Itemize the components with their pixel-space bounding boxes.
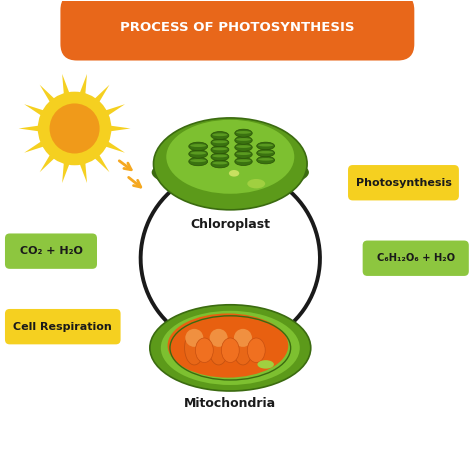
Circle shape bbox=[38, 91, 111, 165]
Ellipse shape bbox=[236, 145, 251, 148]
Ellipse shape bbox=[189, 150, 208, 158]
Ellipse shape bbox=[189, 157, 208, 166]
Polygon shape bbox=[24, 104, 48, 118]
Ellipse shape bbox=[211, 153, 229, 161]
Text: Cell Respiration: Cell Respiration bbox=[13, 322, 112, 332]
Ellipse shape bbox=[184, 331, 204, 365]
Ellipse shape bbox=[161, 311, 300, 385]
Ellipse shape bbox=[185, 329, 203, 347]
Text: CO₂ + H₂O: CO₂ + H₂O bbox=[19, 246, 82, 256]
Polygon shape bbox=[78, 158, 87, 183]
FancyBboxPatch shape bbox=[363, 240, 469, 276]
Polygon shape bbox=[24, 139, 48, 153]
Polygon shape bbox=[18, 125, 44, 132]
Text: PROCESS OF PHOTOSYNTHESIS: PROCESS OF PHOTOSYNTHESIS bbox=[120, 20, 355, 34]
Ellipse shape bbox=[195, 338, 213, 363]
Ellipse shape bbox=[258, 158, 273, 161]
Text: Photosynthesis: Photosynthesis bbox=[356, 178, 451, 188]
Ellipse shape bbox=[211, 132, 229, 139]
Ellipse shape bbox=[257, 360, 274, 369]
Ellipse shape bbox=[212, 147, 228, 150]
Ellipse shape bbox=[168, 313, 288, 378]
Ellipse shape bbox=[221, 338, 239, 363]
FancyBboxPatch shape bbox=[5, 234, 97, 269]
Ellipse shape bbox=[212, 155, 228, 157]
Ellipse shape bbox=[236, 152, 251, 155]
Ellipse shape bbox=[257, 156, 274, 164]
Ellipse shape bbox=[258, 151, 273, 154]
Ellipse shape bbox=[210, 329, 228, 347]
Ellipse shape bbox=[211, 160, 229, 168]
Ellipse shape bbox=[235, 143, 252, 151]
Ellipse shape bbox=[236, 138, 251, 141]
Polygon shape bbox=[101, 104, 125, 118]
Polygon shape bbox=[62, 158, 71, 183]
Ellipse shape bbox=[154, 118, 307, 210]
FancyBboxPatch shape bbox=[60, 0, 414, 61]
Polygon shape bbox=[101, 139, 125, 153]
Text: Chloroplast: Chloroplast bbox=[190, 218, 270, 231]
Ellipse shape bbox=[258, 144, 273, 146]
Ellipse shape bbox=[236, 159, 251, 162]
Ellipse shape bbox=[235, 136, 252, 144]
Ellipse shape bbox=[236, 131, 251, 134]
Polygon shape bbox=[78, 74, 87, 99]
Polygon shape bbox=[40, 151, 58, 172]
Ellipse shape bbox=[234, 329, 252, 347]
Ellipse shape bbox=[247, 179, 265, 188]
Polygon shape bbox=[40, 85, 58, 106]
Circle shape bbox=[50, 103, 100, 154]
Ellipse shape bbox=[235, 129, 252, 137]
FancyBboxPatch shape bbox=[5, 309, 120, 344]
Ellipse shape bbox=[212, 140, 228, 143]
FancyBboxPatch shape bbox=[348, 165, 459, 201]
Ellipse shape bbox=[233, 331, 253, 365]
Ellipse shape bbox=[212, 133, 228, 136]
Polygon shape bbox=[91, 85, 109, 106]
Ellipse shape bbox=[190, 152, 206, 155]
Ellipse shape bbox=[257, 149, 274, 157]
Text: Mitochondria: Mitochondria bbox=[184, 397, 276, 410]
Polygon shape bbox=[91, 151, 109, 172]
Ellipse shape bbox=[211, 138, 229, 146]
Ellipse shape bbox=[189, 142, 208, 151]
Text: C₆H₁₂O₆ + H₂O: C₆H₁₂O₆ + H₂O bbox=[377, 253, 455, 263]
Ellipse shape bbox=[209, 331, 228, 365]
Ellipse shape bbox=[229, 170, 239, 177]
Ellipse shape bbox=[247, 338, 265, 363]
Ellipse shape bbox=[166, 120, 294, 194]
Ellipse shape bbox=[257, 142, 274, 150]
Polygon shape bbox=[106, 125, 130, 132]
Ellipse shape bbox=[235, 150, 252, 158]
Ellipse shape bbox=[211, 146, 229, 154]
Ellipse shape bbox=[190, 144, 206, 147]
Ellipse shape bbox=[150, 305, 311, 391]
Ellipse shape bbox=[235, 157, 252, 165]
Ellipse shape bbox=[190, 159, 206, 162]
Ellipse shape bbox=[152, 153, 309, 191]
Ellipse shape bbox=[212, 162, 228, 164]
Polygon shape bbox=[62, 74, 71, 99]
